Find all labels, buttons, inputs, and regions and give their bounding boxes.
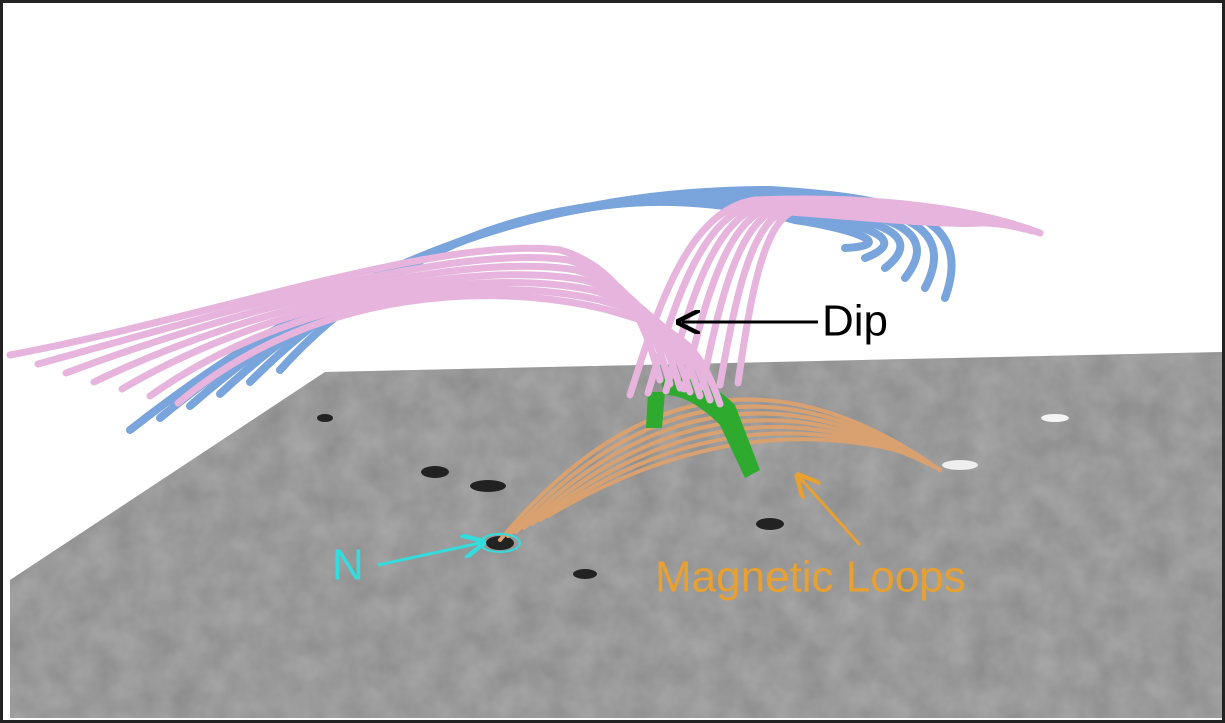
n-label: N bbox=[332, 541, 364, 590]
dip-label: Dip bbox=[822, 297, 888, 346]
loops-label: Magnetic Loops bbox=[655, 553, 966, 602]
figure: Dip N Magnetic Loops bbox=[0, 0, 1225, 723]
page: Dip N Magnetic Loops (() => { const data… bbox=[0, 0, 1225, 723]
